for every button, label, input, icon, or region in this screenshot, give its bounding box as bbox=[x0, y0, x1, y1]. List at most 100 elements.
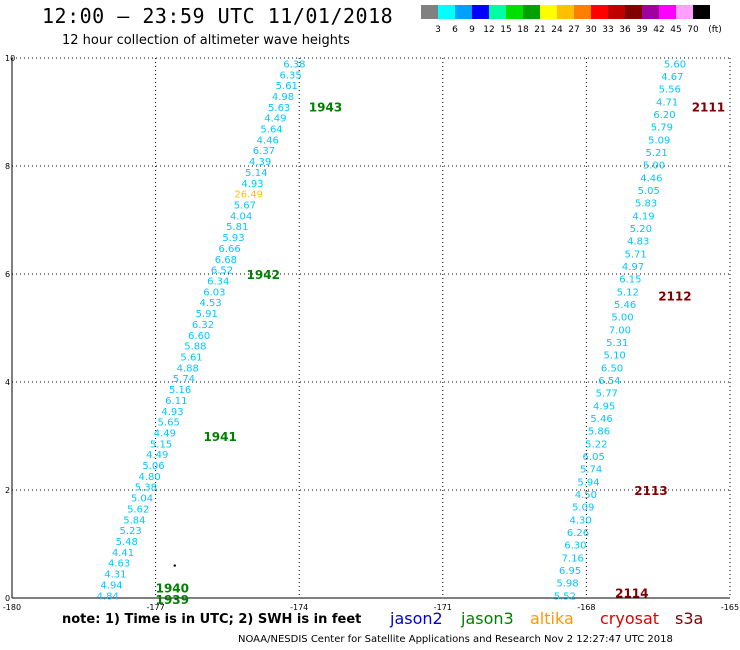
wave-height-value: 5.20 bbox=[630, 224, 652, 235]
x-tick-label: -171 bbox=[434, 603, 452, 612]
wave-height-value: 6.50 bbox=[601, 363, 623, 374]
legend-entry-s3a: s3a bbox=[675, 609, 704, 628]
wave-height-value: 5.94 bbox=[577, 477, 599, 488]
color-scale-label: 42 bbox=[653, 25, 665, 35]
wave-height-value: 5.64 bbox=[260, 125, 282, 136]
y-tick-label: 4 bbox=[5, 378, 10, 387]
wave-height-value: 6.34 bbox=[207, 277, 229, 288]
wave-height-value: 6.68 bbox=[215, 255, 237, 266]
color-swatch bbox=[438, 5, 455, 19]
color-swatch bbox=[540, 5, 557, 19]
y-tick-label: 6 bbox=[5, 270, 10, 279]
wave-height-value: 5.15 bbox=[150, 439, 172, 450]
wave-height-value: 6.54 bbox=[598, 376, 620, 387]
chart-subtitle: 12 hour collection of altimeter wave hei… bbox=[62, 33, 350, 48]
color-swatch bbox=[574, 5, 591, 19]
wave-height-value: 4.84 bbox=[97, 591, 119, 602]
color-scale-label: 6 bbox=[452, 25, 458, 35]
pass-time-label: 2112 bbox=[658, 290, 691, 304]
wave-height-value: 6.60 bbox=[188, 331, 210, 342]
wave-height-value: 5.00 bbox=[611, 313, 633, 324]
color-swatch bbox=[642, 5, 659, 19]
x-tick-label: -168 bbox=[577, 603, 595, 612]
wave-height-value: 5.74 bbox=[580, 465, 602, 476]
wave-height-value: 4.93 bbox=[161, 407, 183, 418]
x-tick-label: -165 bbox=[721, 603, 739, 612]
wave-height-value: 4.83 bbox=[627, 237, 649, 248]
wave-height-value: 5.86 bbox=[588, 427, 610, 438]
color-swatch bbox=[489, 5, 506, 19]
wave-height-value: 5.46 bbox=[590, 414, 612, 425]
color-scale-label: 27 bbox=[568, 25, 580, 35]
wave-height-value: 5.22 bbox=[585, 439, 607, 450]
color-swatch bbox=[557, 5, 574, 19]
wave-height-value: 5.09 bbox=[648, 135, 670, 146]
wave-height-value: 5.00 bbox=[643, 161, 665, 172]
y-tick-label: 2 bbox=[5, 486, 10, 495]
color-swatch bbox=[693, 5, 710, 19]
wave-height-value: 5.12 bbox=[617, 287, 639, 298]
wave-height-value: 4.30 bbox=[569, 515, 591, 526]
wave-height-value: 5.23 bbox=[119, 526, 141, 537]
wave-height-value: 6.35 bbox=[279, 70, 301, 81]
wave-height-value: 6.66 bbox=[219, 244, 241, 255]
wave-height-value: 4.31 bbox=[104, 570, 126, 581]
wave-height-value: 26.49 bbox=[234, 190, 263, 201]
pass-time-label: 1941 bbox=[203, 430, 236, 444]
wave-height-value: 5.61 bbox=[180, 352, 202, 363]
wave-height-value: 4.46 bbox=[257, 135, 279, 146]
wave-height-value: 5.52 bbox=[554, 591, 576, 602]
wave-height-value: 5.65 bbox=[158, 418, 180, 429]
color-swatch bbox=[591, 5, 608, 19]
color-scale-label: 45 bbox=[670, 25, 682, 35]
wave-height-value: 5.93 bbox=[222, 233, 244, 244]
color-swatch bbox=[625, 5, 642, 19]
wave-height-value: 6.11 bbox=[165, 396, 187, 407]
color-scale-label: 9 bbox=[469, 25, 475, 35]
wave-height-value: 4.71 bbox=[656, 97, 678, 108]
wave-height-value: 5.21 bbox=[645, 148, 667, 159]
wave-height-value: 5.62 bbox=[127, 504, 149, 515]
y-tick-label: 10 bbox=[5, 54, 15, 63]
color-swatch bbox=[659, 5, 676, 19]
legend-entry-jason2: jason2 bbox=[390, 609, 443, 628]
x-tick-label: -180 bbox=[3, 603, 21, 612]
wave-height-value: 4.49 bbox=[264, 114, 286, 125]
wave-height-value: 5.38 bbox=[135, 483, 157, 494]
color-scale-label: 12 bbox=[483, 25, 495, 35]
wave-height-value: 4.19 bbox=[632, 211, 654, 222]
color-scale-label: 24 bbox=[551, 25, 563, 35]
color-scale-label: 18 bbox=[517, 25, 529, 35]
wave-height-value: 5.46 bbox=[614, 300, 636, 311]
wave-height-value: 5.88 bbox=[184, 342, 206, 353]
footnote: note: 1) Time is in UTC; 2) SWH is in fe… bbox=[62, 612, 362, 627]
wave-height-value: 4.63 bbox=[108, 559, 130, 570]
color-scale-label: 36 bbox=[619, 25, 631, 35]
wave-height-value: 5.77 bbox=[596, 389, 618, 400]
x-tick-label: -174 bbox=[290, 603, 308, 612]
wave-height-value: 4.97 bbox=[622, 262, 644, 273]
wave-height-value: 5.16 bbox=[169, 385, 191, 396]
wave-height-value: 6.52 bbox=[211, 266, 233, 277]
wave-height-value: 5.48 bbox=[116, 537, 138, 548]
color-swatch bbox=[676, 5, 693, 19]
wave-height-value: 5.63 bbox=[268, 103, 290, 114]
color-swatch bbox=[506, 5, 523, 19]
pass-time-label: 1943 bbox=[309, 101, 342, 115]
wave-height-value: 4.49 bbox=[154, 428, 176, 439]
wave-height-value: 6.03 bbox=[203, 287, 225, 298]
color-scale-label: 15 bbox=[500, 25, 512, 35]
y-tick-label: 8 bbox=[5, 162, 10, 171]
pass-time-label: 2114 bbox=[615, 587, 648, 601]
wave-height-value: 4.93 bbox=[241, 179, 263, 190]
color-scale-unit: (ft) bbox=[708, 25, 722, 35]
wave-height-value: 5.14 bbox=[245, 168, 267, 179]
wave-height-value: 6.05 bbox=[583, 452, 605, 463]
wave-height-value: 6.30 bbox=[564, 541, 586, 552]
wave-height-value: 7.16 bbox=[562, 553, 584, 564]
color-scale-label: 33 bbox=[602, 25, 614, 35]
chart-title: 12:00 – 23:59 UTC 11/01/2018 bbox=[42, 4, 394, 28]
wave-height-value: 5.67 bbox=[234, 201, 256, 212]
wave-height-value: 5.74 bbox=[173, 374, 195, 385]
